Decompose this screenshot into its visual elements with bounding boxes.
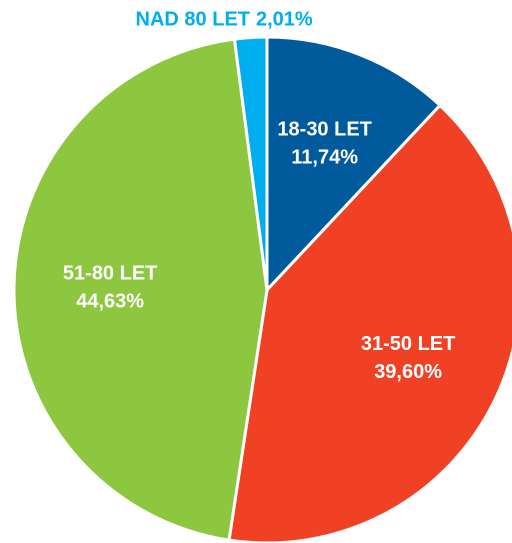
slice-value-label: 2,01% (256, 8, 313, 30)
pie-slice (265, 35, 443, 294)
slice-label: 18-30 LET (277, 118, 371, 140)
slice-value-label: 11,74% (291, 146, 358, 168)
pie-slice (12, 37, 269, 542)
slice-label: 31-50 LET (361, 333, 455, 355)
slice-label: NAD 80 LET (136, 8, 250, 30)
slice-value-label: 44,63% (76, 291, 144, 313)
slice-label: 51-80 LET (63, 263, 157, 285)
slice-value-label: 39,60% (374, 361, 442, 383)
pie-slice (232, 35, 269, 291)
pie-slice (227, 103, 512, 543)
